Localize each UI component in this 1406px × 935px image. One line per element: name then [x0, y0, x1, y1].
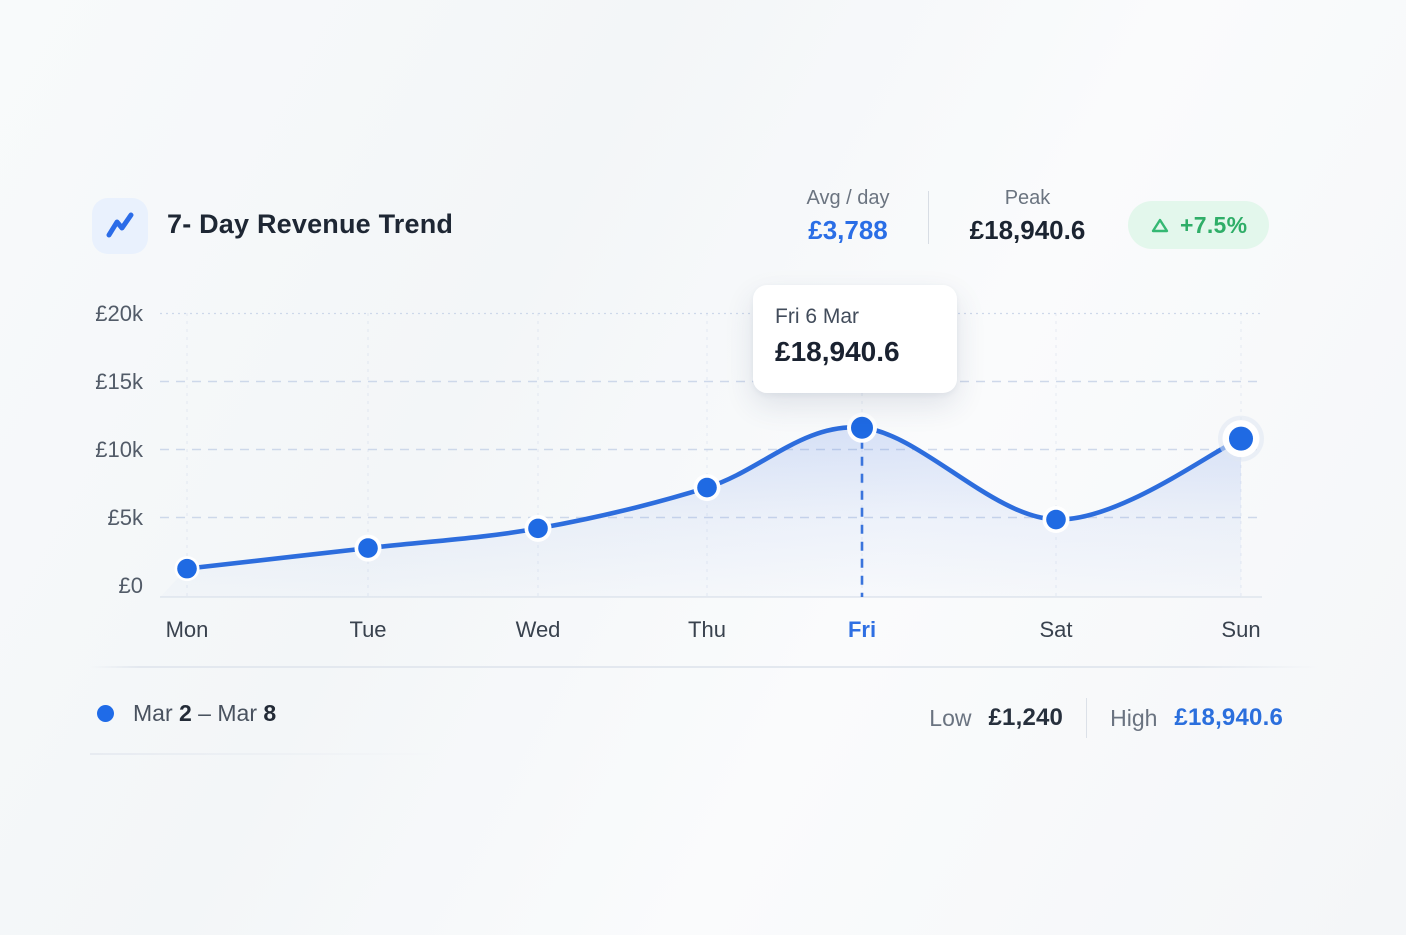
footer-shadow-line [90, 753, 440, 755]
triangle-up-icon [1151, 218, 1169, 232]
chart-tooltip: Fri 6 Mar £18,940.6 [753, 285, 957, 393]
data-point-fri[interactable] [851, 416, 873, 439]
tooltip-date: Fri 6 Mar [775, 305, 859, 328]
data-point-tue[interactable] [358, 538, 378, 558]
stat-peak-value: £18,940.6 [969, 215, 1086, 245]
data-point-wed[interactable] [528, 518, 548, 539]
footer-divider [90, 666, 1318, 668]
x-tick-sun: Sun [1221, 617, 1261, 642]
range-end-day: 8 [263, 700, 277, 726]
footer-stats: Low £1,240 High £18,940.6 [929, 698, 1283, 738]
x-tick-mon: Mon [165, 617, 209, 642]
area-fill [160, 427, 1241, 597]
footer-stats-divider [1086, 698, 1088, 738]
trend-up-icon [106, 212, 134, 238]
trend-icon-tile [92, 198, 148, 254]
change-badge-value: +7.5% [1180, 211, 1248, 238]
stat-avg-day-value: £3,788 [808, 215, 888, 245]
low-value: £1,240 [988, 704, 1064, 731]
stat-peak: Peak £18,940.6 [950, 186, 1105, 247]
data-point-sat[interactable] [1046, 509, 1066, 530]
x-tick-thu: Thu [688, 617, 726, 642]
data-point-mon[interactable] [177, 558, 197, 579]
date-range-label: Mar 2 – Mar 8 [133, 700, 276, 727]
range-prefix: Mar [133, 700, 179, 726]
low-label: Low [929, 704, 972, 731]
high-value: £18,940.6 [1174, 704, 1283, 731]
y-tick-20k: £20k [95, 300, 143, 326]
y-tick-5k: £5k [107, 504, 143, 530]
tooltip-value: £18,940.6 [775, 336, 900, 367]
x-tick-tue: Tue [349, 617, 387, 642]
y-tick-15k: £15k [95, 368, 143, 394]
high-label: High [1110, 704, 1158, 731]
legend-dot-icon [97, 705, 114, 722]
page-title: 7- Day Revenue Trend [167, 209, 454, 239]
y-tick-10k: £10k [95, 436, 143, 462]
header-stats-divider [928, 191, 929, 244]
stat-avg-day: Avg / day £3,788 [788, 186, 908, 247]
stat-avg-day-label: Avg / day [806, 187, 890, 209]
data-point-thu[interactable] [697, 477, 717, 498]
range-separator: – Mar [191, 700, 264, 726]
x-tick-wed: Wed [515, 617, 561, 642]
x-tick-sat: Sat [1039, 617, 1073, 642]
data-point-sun[interactable] [1229, 426, 1253, 451]
change-badge: +7.5% [1128, 201, 1270, 249]
range-start-day: 2 [179, 700, 192, 726]
x-tick-fri: Fri [847, 617, 877, 642]
stat-peak-label: Peak [1004, 187, 1051, 209]
y-tick-0: £0 [118, 572, 143, 598]
